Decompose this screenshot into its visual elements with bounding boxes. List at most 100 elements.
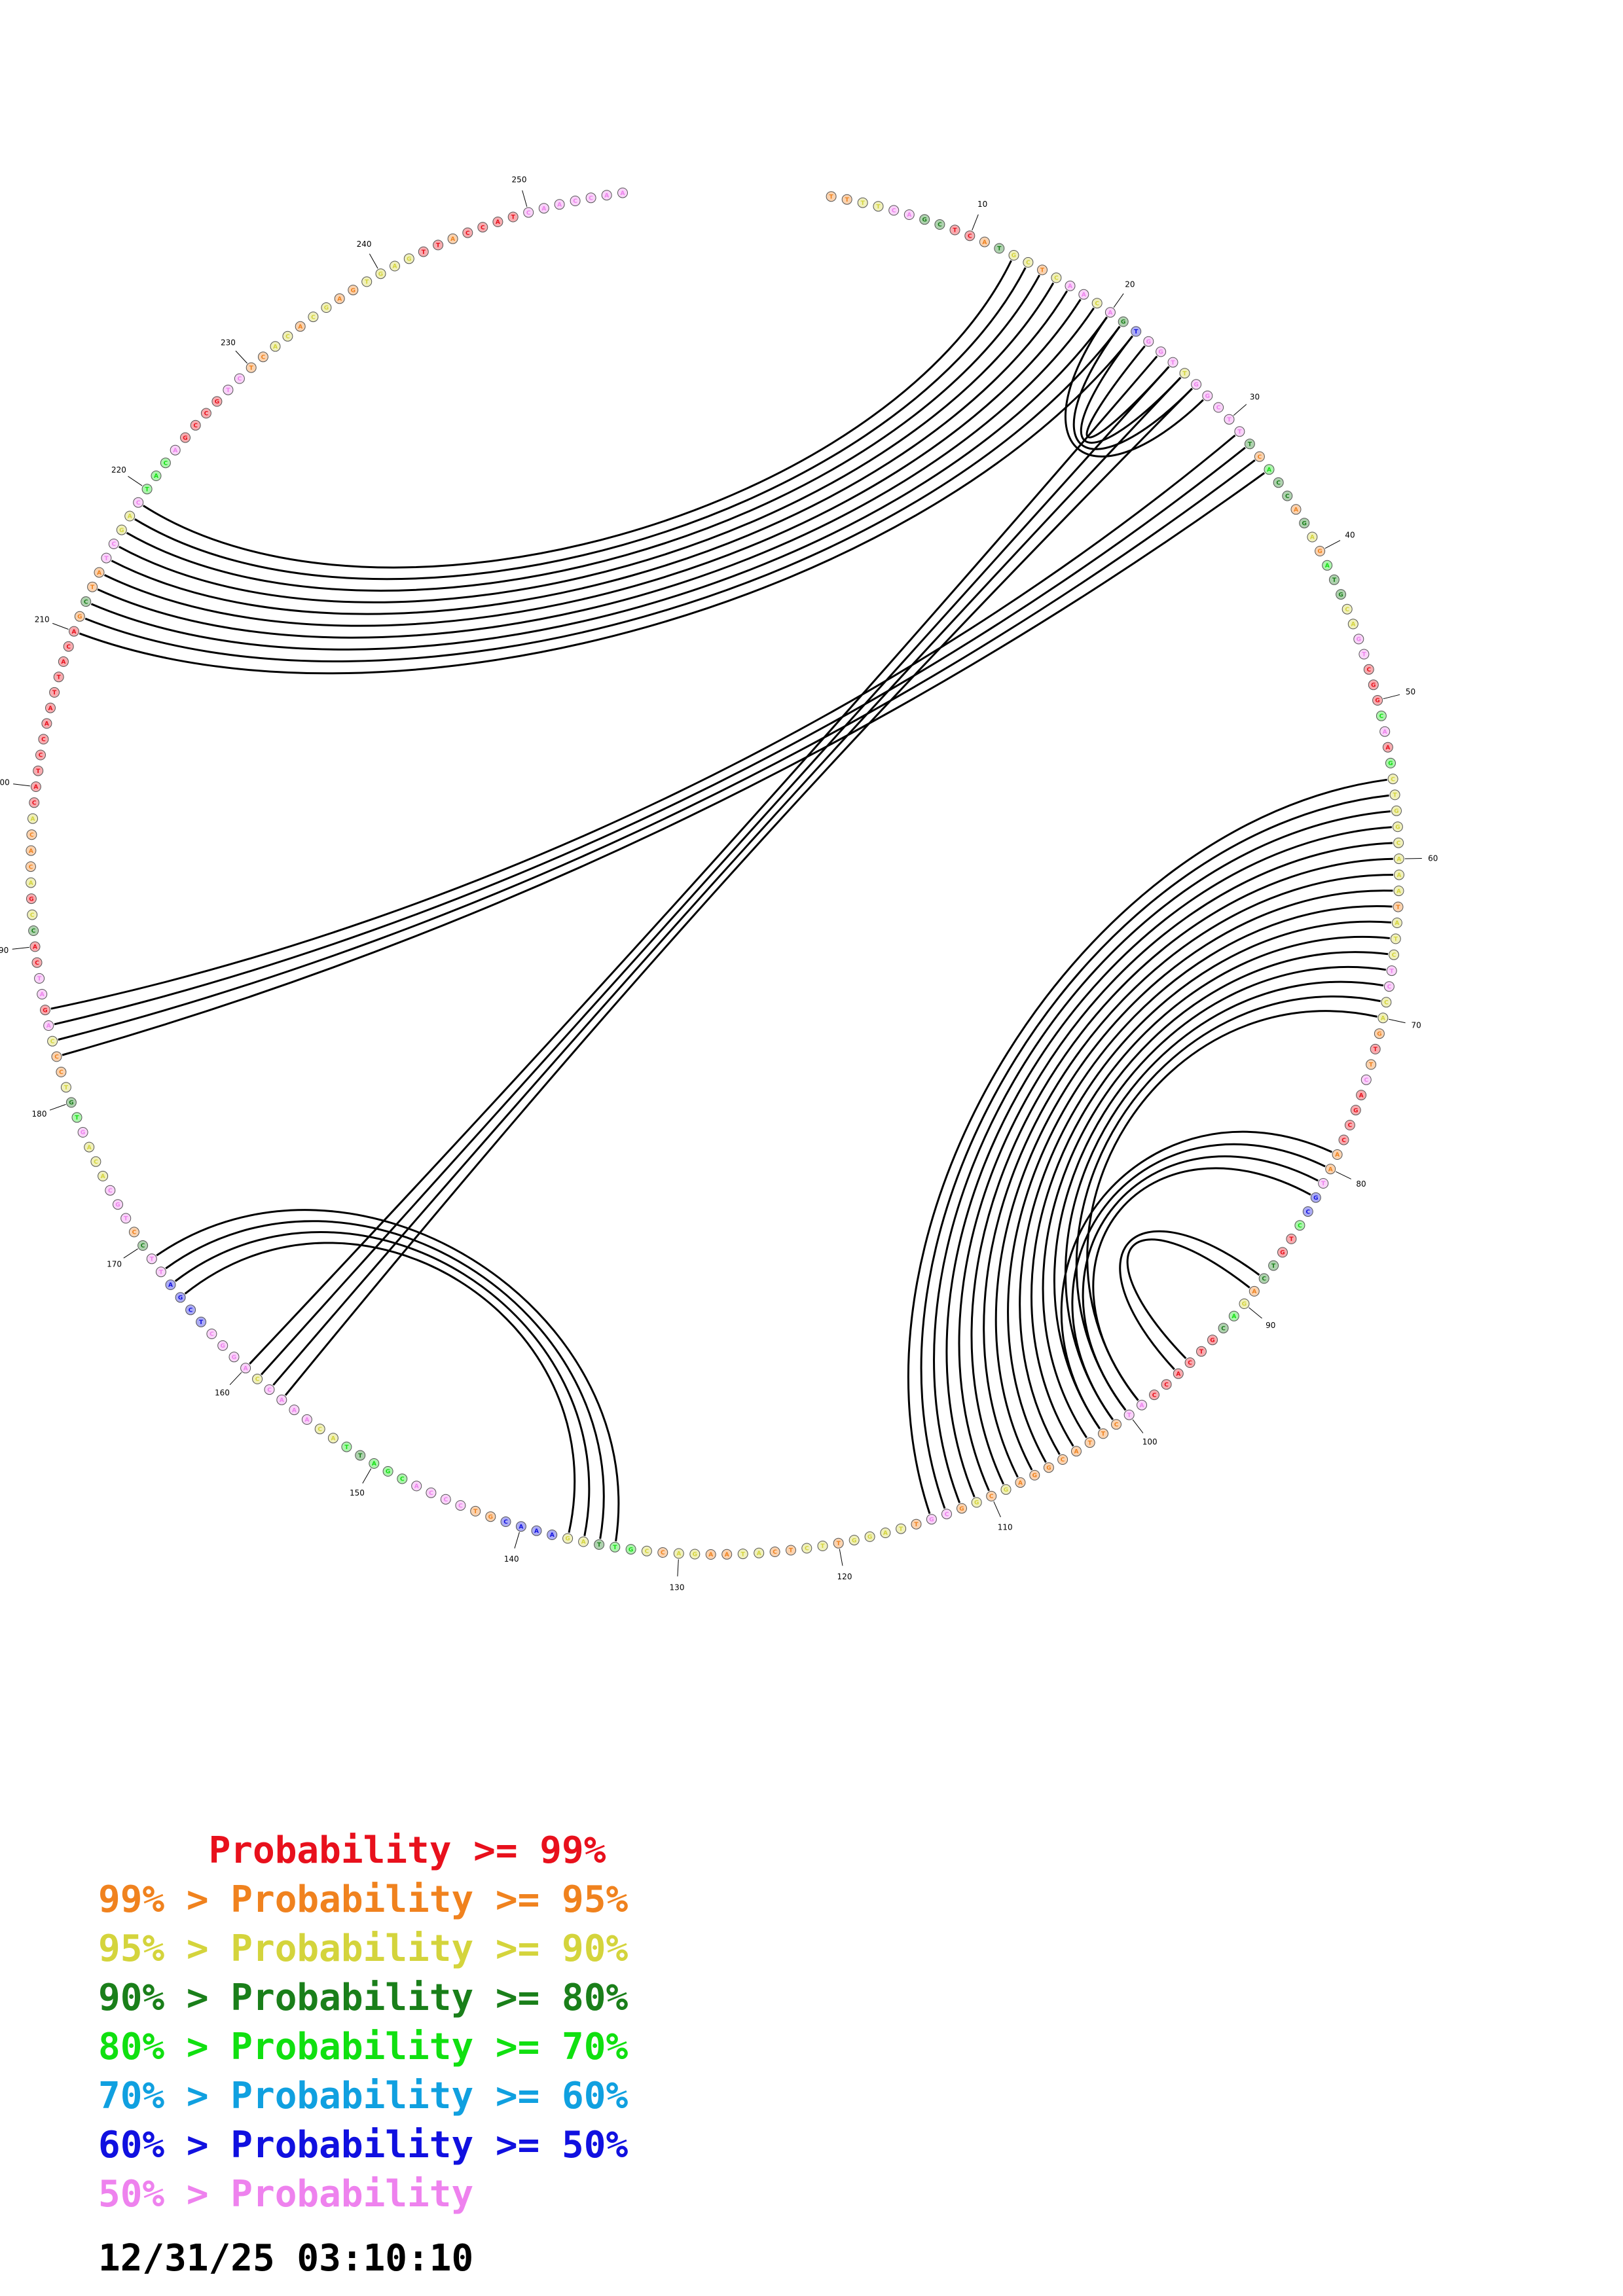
nucleotide-letter: A [1140, 1403, 1144, 1409]
nucleotide: T [60, 1082, 71, 1093]
nucleotide-letter: C [1216, 405, 1221, 412]
nucleotide: C [133, 497, 144, 508]
nucleotide: C [1393, 837, 1404, 848]
tick-mark [52, 622, 69, 630]
nucleotide-letter: C [50, 1039, 55, 1045]
nucleotide: T [817, 1541, 828, 1551]
nucleotide-letter: G [629, 1547, 633, 1553]
nucleotide: C [1184, 1357, 1195, 1368]
nucleotide-letter: T [1171, 360, 1175, 367]
nucleotide-letter: T [52, 690, 57, 696]
nucleotide-letter: A [450, 236, 455, 243]
nucleotide: C [986, 1490, 997, 1501]
base-pair-arc [945, 826, 1392, 1498]
nucleotide: C [641, 1545, 652, 1556]
position-label: 70 [1412, 1021, 1421, 1030]
base-pair-arc [119, 282, 1055, 603]
position-label: 150 [350, 1488, 365, 1498]
position-label: 90 [1266, 1321, 1275, 1330]
tick-mark [229, 1372, 242, 1386]
nucleotide: T [873, 201, 884, 212]
nucleotide: A [170, 444, 181, 456]
nucleotide-letter: A [244, 1366, 248, 1372]
nucleotide-letter: T [344, 1444, 349, 1451]
nucleotide: T [841, 194, 852, 205]
nucleotide: C [308, 312, 319, 323]
position-label: 30 [1250, 392, 1260, 401]
base-pair-arc [1042, 951, 1389, 1439]
nucleotide-letter: G [1394, 808, 1398, 815]
nucleotide-letter: A [534, 1528, 539, 1535]
nucleotide-letter: A [907, 212, 911, 219]
nucleotide: T [1286, 1233, 1297, 1244]
nucleotide: C [1360, 1074, 1372, 1085]
nucleotide: A [27, 813, 38, 824]
legend-row: 50% > Probability [98, 2173, 474, 2215]
nucleotide-letter: T [57, 675, 62, 681]
base-pair-arc [184, 1242, 576, 1534]
nucleotide-letter: C [136, 500, 141, 507]
base-pair-arc [272, 376, 1182, 1386]
nucleotide-letter: G [1357, 637, 1361, 643]
nucleotide-letter: T [1396, 905, 1400, 911]
nucleotide-letter: C [29, 832, 34, 838]
nucleotide-letter: C [938, 222, 942, 228]
nucleotide-letter: T [953, 228, 957, 234]
position-label: 180 [32, 1109, 47, 1119]
nucleotide: G [1156, 346, 1167, 357]
nucleotide-letter: C [1298, 1223, 1302, 1229]
nucleotide: G [40, 1005, 50, 1016]
nucleotide-letter: C [1305, 1209, 1310, 1215]
position-label: 250 [512, 175, 527, 185]
base-pair-arc [284, 387, 1193, 1396]
nucleotide-letter: T [1289, 1236, 1294, 1243]
nucleotide: T [911, 1518, 922, 1530]
nucleotide-letter: A [1252, 1289, 1256, 1295]
position-label: 60 [1428, 853, 1438, 863]
nucleotide: T [33, 765, 44, 776]
nucleotide-letter: A [519, 1524, 523, 1530]
nucleotide: C [200, 408, 211, 419]
nucleotide: A [98, 1170, 109, 1181]
nucleotide-letter: A [1385, 745, 1390, 751]
nucleotide-letter: A [1176, 1371, 1180, 1378]
nucleotide: G [926, 1514, 937, 1525]
tick-mark [123, 1248, 138, 1259]
nucleotide: C [35, 749, 46, 761]
nucleotide-letter: G [324, 305, 329, 312]
nucleotide-letter: A [982, 240, 987, 246]
nucleotide-letter: C [1054, 276, 1059, 282]
tick-mark [13, 783, 30, 787]
nucleotide-letter: T [365, 279, 369, 286]
nucleotide: C [462, 227, 473, 238]
nucleotide-letter: G [1371, 683, 1376, 689]
nucleotide: C [28, 925, 39, 936]
nucleotide: A [1382, 742, 1393, 753]
nucleotide-letter: C [311, 314, 316, 321]
base-pair-arc [260, 366, 1170, 1376]
nucleotide: T [1179, 368, 1190, 379]
position-label: 130 [670, 1583, 685, 1592]
nucleotide-letter: G [378, 271, 383, 278]
nucleotide: C [1161, 1379, 1172, 1390]
nucleotide-letter: A [33, 784, 38, 791]
nucleotide: T [71, 1112, 82, 1123]
nucleotide-letter: T [845, 197, 850, 204]
nucleotide: C [523, 207, 534, 218]
nucleotide: A [69, 626, 79, 637]
nucleotide: A [617, 187, 628, 198]
nucleotide: G [848, 1535, 860, 1546]
nucleotide-letter: G [215, 399, 219, 406]
nucleotide-letter: C [805, 1546, 809, 1552]
nucleotide: C [282, 331, 293, 342]
nucleotide: G [1043, 1462, 1054, 1473]
nucleotide: C [477, 222, 488, 233]
nucleotide-letter: G [1302, 520, 1307, 527]
nucleotide: C [137, 1240, 149, 1251]
nucleotide: T [610, 1541, 621, 1552]
nucleotide: A [1137, 1399, 1147, 1410]
nucleotide: T [1359, 649, 1370, 660]
nucleotide: T [786, 1545, 796, 1556]
nucleotide-letter: G [119, 528, 124, 534]
nucleotide: T [196, 1316, 207, 1327]
